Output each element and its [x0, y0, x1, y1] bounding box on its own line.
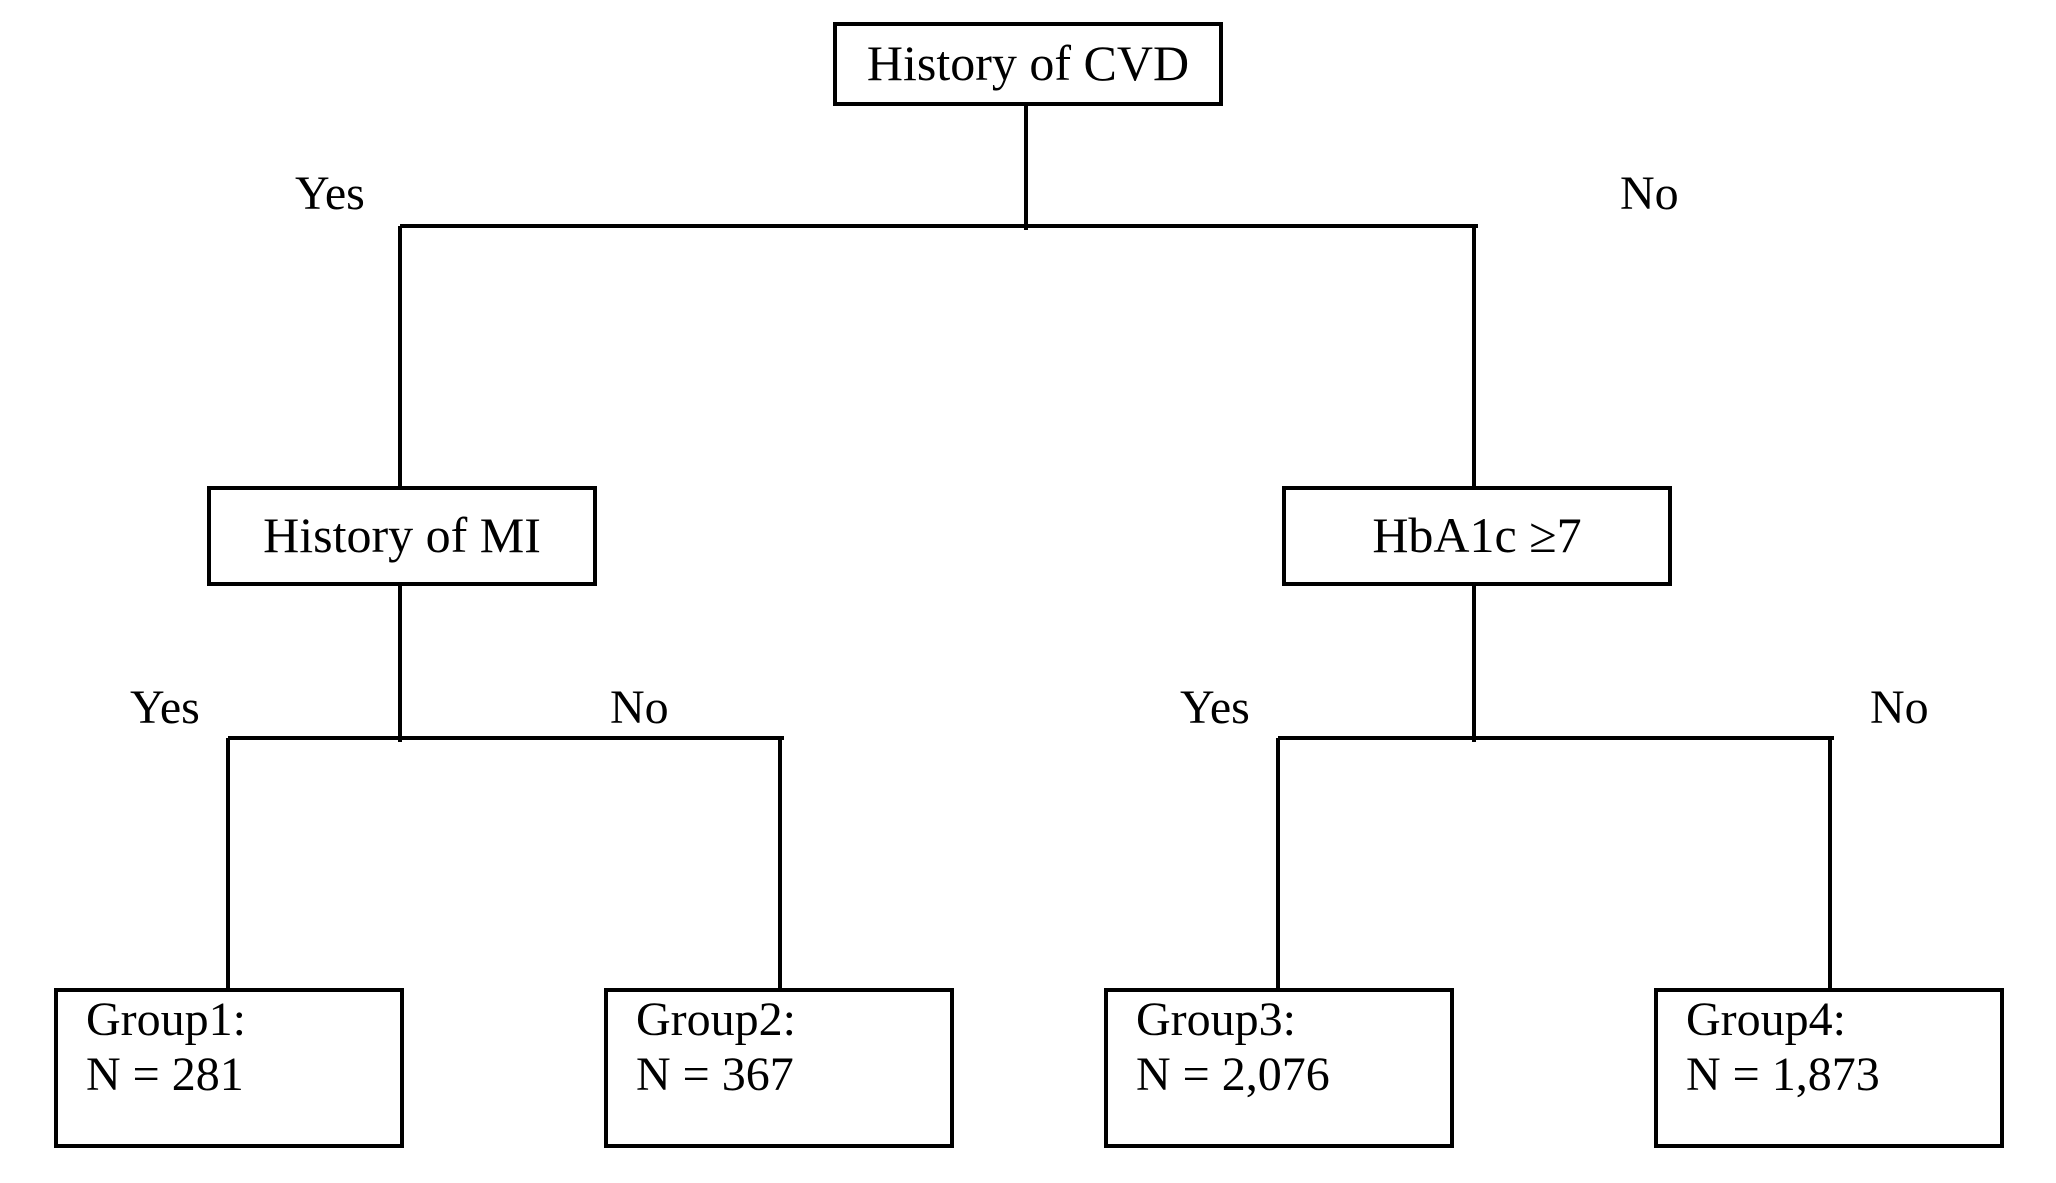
edge-left-hbar — [228, 736, 784, 740]
node-group1-line1: Group1: — [86, 992, 246, 1047]
edge-to-right — [1472, 226, 1476, 488]
node-group2: Group2: N = 367 — [604, 988, 954, 1148]
edge-to-g2 — [778, 738, 782, 990]
node-right-text: HbA1c ≥7 — [1372, 507, 1581, 565]
node-group1: Group1: N = 281 — [54, 988, 404, 1148]
label-root-yes: Yes — [295, 166, 365, 221]
node-group3-line2: N = 2,076 — [1136, 1047, 1330, 1102]
edge-left-stem — [398, 586, 402, 742]
node-right: HbA1c ≥7 — [1282, 486, 1672, 586]
node-left-text: History of MI — [263, 507, 541, 565]
label-right-no: No — [1870, 680, 1929, 735]
node-group4-line1: Group4: — [1686, 992, 1846, 1047]
edge-right-hbar — [1278, 736, 1834, 740]
node-group2-line2: N = 367 — [636, 1047, 794, 1102]
label-root-no: No — [1620, 166, 1679, 221]
label-left-yes: Yes — [130, 680, 200, 735]
node-left: History of MI — [207, 486, 597, 586]
node-group3: Group3: N = 2,076 — [1104, 988, 1454, 1148]
edge-to-g1 — [226, 738, 230, 990]
node-group4: Group4: N = 1,873 — [1654, 988, 2004, 1148]
edge-right-stem — [1472, 586, 1476, 742]
node-group2-line1: Group2: — [636, 992, 796, 1047]
edge-to-g4 — [1828, 738, 1832, 990]
edge-to-g3 — [1276, 738, 1280, 990]
edge-root-stem — [1024, 106, 1028, 230]
node-root-text: History of CVD — [867, 35, 1189, 93]
edge-to-left — [398, 226, 402, 488]
node-group3-line1: Group3: — [1136, 992, 1296, 1047]
node-group1-line2: N = 281 — [86, 1047, 244, 1102]
node-root: History of CVD — [833, 22, 1223, 106]
node-group4-line2: N = 1,873 — [1686, 1047, 1880, 1102]
label-right-yes: Yes — [1180, 680, 1250, 735]
edge-root-hbar — [400, 224, 1478, 228]
label-left-no: No — [610, 680, 669, 735]
tree-diagram: History of CVD History of MI HbA1c ≥7 Gr… — [0, 0, 2056, 1183]
